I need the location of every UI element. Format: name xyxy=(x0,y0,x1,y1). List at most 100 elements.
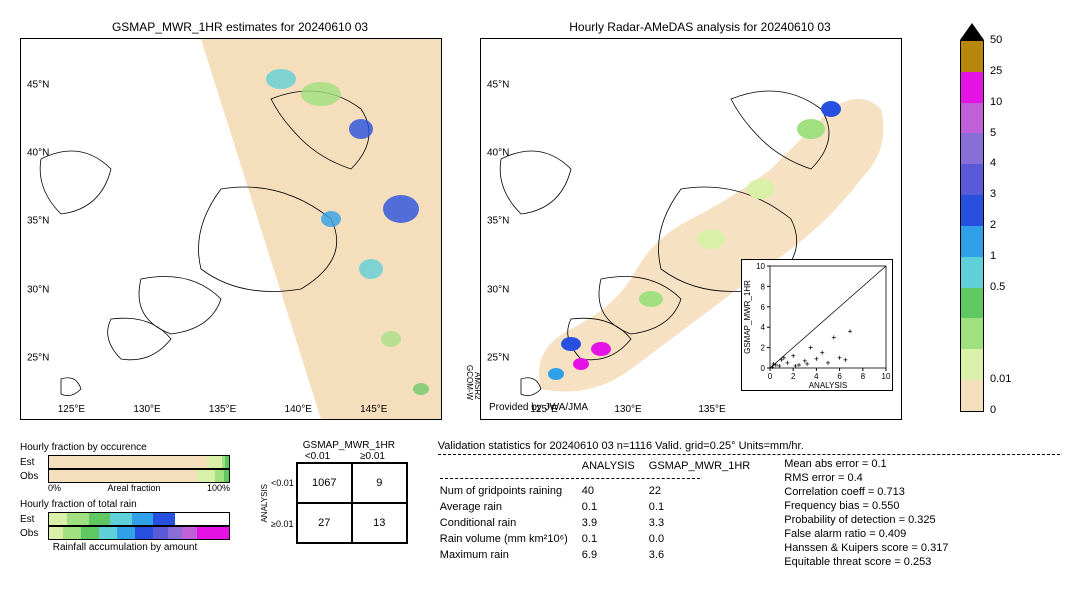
svg-text:0: 0 xyxy=(761,364,766,373)
validation-title: Validation statistics for 20240610 03 n=… xyxy=(438,440,1060,452)
map1-title: GSMAP_MWR_1HR estimates for 20240610 03 xyxy=(20,20,460,34)
score-row: False alarm ratio = 0.409 xyxy=(784,527,948,541)
map1-ytick: 40°N xyxy=(27,148,49,159)
table-row: Conditional rain3.93.3 xyxy=(440,516,762,530)
colorbar-label: 25 xyxy=(990,65,1002,77)
map1-xtick: 125°E xyxy=(58,404,85,415)
bar-segment xyxy=(182,527,196,539)
bar-label: Est xyxy=(20,457,48,468)
map1-svg xyxy=(21,39,441,419)
score-row: Equitable threat score = 0.253 xyxy=(784,555,948,569)
ct-cell: 13 xyxy=(352,503,407,543)
score-list: Mean abs error = 0.1RMS error = 0.4Corre… xyxy=(784,457,948,569)
ct-row-label: <0.01 xyxy=(271,478,294,488)
colorbar-segment xyxy=(961,103,983,134)
colorbar-segment xyxy=(961,226,983,257)
bar-segment xyxy=(197,470,215,482)
colorbar-label: 50 xyxy=(990,34,1002,46)
provided-by: Provided by JWA/JMA xyxy=(489,402,588,413)
colorbar-segment xyxy=(961,133,983,164)
bar-body xyxy=(48,469,230,483)
score-row: Hanssen & Kuipers score = 0.317 xyxy=(784,541,948,555)
bar-row: Obs xyxy=(20,469,230,483)
svg-text:10: 10 xyxy=(882,372,891,381)
bottom-row: Hourly fraction by occurence EstObs 0% A… xyxy=(20,440,1060,569)
colorbar-segment xyxy=(961,164,983,195)
colorbar-segment xyxy=(961,349,983,380)
svg-text:6: 6 xyxy=(761,303,766,312)
map2-ytick: 30°N xyxy=(487,284,509,295)
bar-label: Est xyxy=(20,514,48,525)
map1-xtick: 130°E xyxy=(133,404,160,415)
validation-stats: Validation statistics for 20240610 03 n=… xyxy=(438,440,1060,569)
ct-col-header: GSMAP_MWR_1HR xyxy=(290,440,408,451)
bar-segment xyxy=(67,513,89,525)
colorbar-segment xyxy=(961,380,983,411)
bar-label: Obs xyxy=(20,471,48,482)
colorbar-segment xyxy=(961,41,983,72)
ct-cell: 1067 xyxy=(297,463,352,503)
colorbar-segment xyxy=(961,318,983,349)
ct-col-label: <0.01 xyxy=(290,451,345,462)
scatter-inset: 00224466881010ANALYSISGSMAP_MWR_1HR xyxy=(741,259,893,391)
map2-panel: Hourly Radar-AMeDAS analysis for 2024061… xyxy=(480,20,920,420)
bar-segment xyxy=(207,456,221,468)
bar-segment xyxy=(135,527,153,539)
colorbar-bar xyxy=(960,40,984,412)
colorbar-label: 10 xyxy=(990,96,1002,108)
ct-cell: 9 xyxy=(352,463,407,503)
map2-ytick: 35°N xyxy=(487,216,509,227)
svg-text:4: 4 xyxy=(761,323,766,332)
bar-segment xyxy=(168,527,182,539)
svg-text:8: 8 xyxy=(861,372,866,381)
val-col2: GSMAP_MWR_1HR xyxy=(649,459,762,473)
bar-row: Est xyxy=(20,455,230,469)
table-row: Rain volume (mm km²10⁶)0.10.0 xyxy=(440,532,762,546)
svg-text:2: 2 xyxy=(791,372,796,381)
colorbar-label: 2 xyxy=(990,219,996,231)
score-row: Correlation coeff = 0.713 xyxy=(784,485,948,499)
bar-segment xyxy=(215,470,224,482)
colorbar-label: 0.01 xyxy=(990,373,1011,385)
colorbar-segment xyxy=(961,257,983,288)
bar-row: Obs xyxy=(20,526,230,540)
svg-text:4: 4 xyxy=(814,372,819,381)
map1-ytick: 25°N xyxy=(27,353,49,364)
bar-segment xyxy=(49,456,207,468)
map2-ytick: 45°N xyxy=(487,79,509,90)
colorbar-segment xyxy=(961,195,983,226)
ct-col-label: ≥0.01 xyxy=(345,451,400,462)
map1-box: 45°N 40°N 35°N 30°N 25°N 125°E 130°E 135… xyxy=(20,38,442,420)
svg-text:6: 6 xyxy=(837,372,842,381)
bar-segment xyxy=(81,527,99,539)
colorbar-segment xyxy=(961,288,983,319)
bar-segment xyxy=(197,527,229,539)
top-row: GSMAP_MWR_1HR estimates for 20240610 03 xyxy=(20,20,1060,420)
bar-segment xyxy=(224,470,229,482)
map2-title: Hourly Radar-AMeDAS analysis for 2024061… xyxy=(480,20,920,34)
bar-segment xyxy=(63,527,81,539)
map1-ytick: 35°N xyxy=(27,216,49,227)
colorbar-label: 3 xyxy=(990,188,996,200)
map2-box: 45°N 40°N 35°N 30°N 25°N 125°E 130°E 135… xyxy=(480,38,902,420)
validation-table: ANALYSISGSMAP_MWR_1HR Num of gridpoints … xyxy=(438,457,764,564)
bar-body xyxy=(48,455,230,469)
score-row: RMS error = 0.4 xyxy=(784,471,948,485)
table-row: Num of gridpoints raining4022 xyxy=(440,484,762,498)
bar-label: Obs xyxy=(20,528,48,539)
colorbar: 502510543210.50.010 xyxy=(950,20,1040,420)
colorbar-label: 5 xyxy=(990,127,996,139)
score-row: Frequency bias = 0.550 xyxy=(784,499,948,513)
map1-ytick: 45°N xyxy=(27,79,49,90)
bar-row: Est xyxy=(20,512,230,526)
svg-text:ANALYSIS: ANALYSIS xyxy=(809,381,848,390)
svg-text:8: 8 xyxy=(761,282,766,291)
map1-ytick: 30°N xyxy=(27,284,49,295)
map2-ytick: 40°N xyxy=(487,148,509,159)
axis-left: 0% xyxy=(48,483,61,493)
svg-text:2: 2 xyxy=(761,344,766,353)
totalrain-footer: Rainfall accumulation by amount xyxy=(20,542,230,553)
totalrain-title: Hourly fraction of total rain xyxy=(20,499,230,510)
svg-text:GSMAP_MWR_1HR: GSMAP_MWR_1HR xyxy=(743,280,752,354)
val-col1: ANALYSIS xyxy=(582,459,647,473)
